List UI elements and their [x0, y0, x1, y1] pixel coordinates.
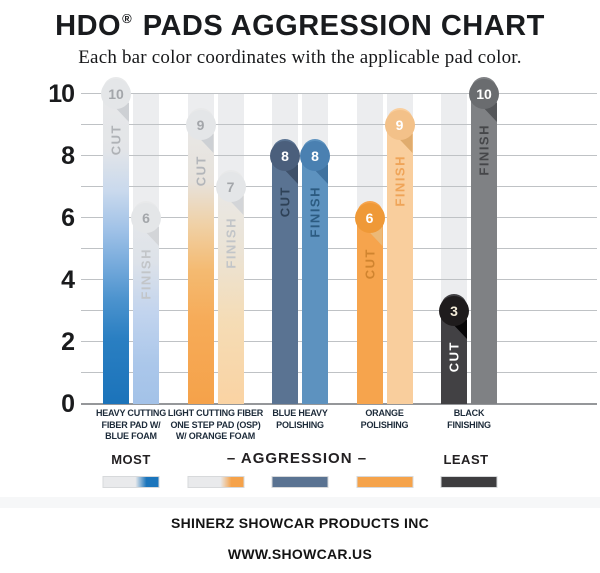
- aggression-label: – AGGRESSION –: [226, 450, 368, 467]
- bar-light-cutting-fiber-finish: FINISH 7: [215, 170, 246, 404]
- y-axis-tick-label: 8: [61, 142, 75, 170]
- category-label-line: POLISHING: [360, 419, 409, 430]
- legend-swatch: [440, 476, 498, 488]
- y-axis-tick-label: 10: [48, 80, 75, 108]
- bar-orange-finish: FINISH 9: [384, 108, 415, 404]
- value-badge: 6: [354, 203, 385, 233]
- brand-name: HDO: [55, 10, 122, 42]
- value-badge: 8: [300, 141, 330, 171]
- category-label-line: W/ ORANGE FOAM: [175, 431, 256, 441]
- category-label-line: POLISHING: [276, 419, 324, 430]
- legend-swatch: [187, 476, 244, 488]
- y-axis-tick-label: 2: [61, 328, 75, 356]
- bar-series-label: CUT: [446, 341, 462, 373]
- chart-bottom-strip: [0, 497, 600, 508]
- page-title: HDO® PADS AGGRESSION CHART: [0, 10, 600, 43]
- category-label-line: HEAVY CUTTING: [95, 408, 167, 418]
- y-axis-tick-label: 6: [61, 204, 75, 232]
- value-badge: 6: [131, 203, 161, 233]
- bar-series-label: FINISH: [476, 124, 492, 176]
- bar-light-cutting-fiber-cut: CUT 9: [185, 108, 216, 404]
- bar-series-label: CUT: [277, 186, 293, 218]
- bar-series-label: FINISH: [223, 217, 238, 269]
- gridline: [81, 372, 597, 373]
- gridline: [81, 93, 597, 94]
- legend-swatch: [102, 476, 160, 488]
- y-axis-tick-label: 4: [61, 266, 75, 294]
- footer-company-name: SHINERZ SHOWCAR PRODUCTS INC: [170, 515, 430, 531]
- bar-series-label: CUT: [108, 124, 124, 156]
- page-subtitle: Each bar color coordinates with the appl…: [78, 47, 522, 68]
- legend-swatch: [271, 476, 329, 488]
- bar-orange-cut: CUT 6: [354, 201, 385, 404]
- category-label-line: FINISHING: [447, 419, 491, 430]
- bar-series-label: FINISH: [307, 186, 323, 238]
- least-label: LEAST: [443, 452, 489, 467]
- bar-heavy-cutting-finish: FINISH 6: [131, 201, 161, 404]
- category-label: ORANGE POLISHING: [323, 408, 447, 431]
- value-badge: 7: [215, 172, 246, 202]
- footer-website-url: WWW.SHOWCAR.US: [227, 546, 373, 562]
- category-label-line: ORANGE: [365, 408, 404, 418]
- gridline: [81, 217, 597, 218]
- value-badge: 8: [270, 141, 300, 171]
- category-label-line: BLACK: [453, 408, 485, 418]
- bar-series-label: CUT: [193, 155, 208, 187]
- value-badge: 10: [469, 79, 499, 109]
- bar-series-label: FINISH: [138, 248, 154, 300]
- bar-heavy-cutting-cut: CUT 10: [101, 77, 131, 404]
- bar-blue-heavy-finish: FINISH 8: [300, 139, 330, 404]
- y-axis-tick-label: 0: [61, 390, 75, 418]
- category-label: LIGHT CUTTING FIBER ONE STEP PAD (OSP) W/ …: [154, 408, 278, 443]
- gridline: [81, 341, 597, 342]
- gridline: [81, 155, 597, 156]
- bar-blue-heavy-cut: CUT 8: [270, 139, 300, 404]
- legend-swatch: [356, 476, 413, 488]
- gridline: [81, 279, 597, 280]
- category-label: HEAVY CUTTING FIBER PAD W/BLUE FOAM: [69, 408, 193, 443]
- value-badge: 9: [185, 110, 216, 140]
- bar-series-label: CUT: [362, 248, 377, 280]
- gridline: [81, 124, 597, 125]
- registered-trademark-mark: ®: [122, 11, 133, 26]
- category-label: BLACK FINISHING: [407, 408, 531, 431]
- category-label-line: ONE STEP PAD (OSP): [170, 419, 261, 430]
- value-badge: 10: [101, 79, 131, 109]
- category-label-line: BLUE FOAM: [105, 431, 157, 441]
- category-label-line: LIGHT CUTTING FIBER: [167, 408, 264, 418]
- gridline: [81, 310, 597, 311]
- gridline: [81, 186, 597, 187]
- bar-black-cut: CUT 3: [439, 294, 469, 404]
- plot-area: CUT 10 FINISH 6 CUT 9 FINISH 7 CUT 8 FINISH 8 CUT 6 FI…: [81, 77, 597, 405]
- bar-black-finish: FINISH 10: [469, 77, 499, 404]
- bar-series-label: FINISH: [392, 155, 407, 207]
- page-title-rest: PADS AGGRESSION CHART: [134, 10, 545, 42]
- value-badge: 3: [439, 296, 469, 326]
- category-label: BLUE HEAVY POLISHING: [238, 408, 362, 431]
- category-label-line: BLUE HEAVY: [272, 408, 328, 418]
- gridline: [81, 248, 597, 249]
- x-axis-baseline: [81, 403, 597, 405]
- value-badge: 9: [384, 110, 415, 140]
- category-label-line: FIBER PAD W/: [101, 419, 161, 430]
- most-label: MOST: [111, 452, 151, 467]
